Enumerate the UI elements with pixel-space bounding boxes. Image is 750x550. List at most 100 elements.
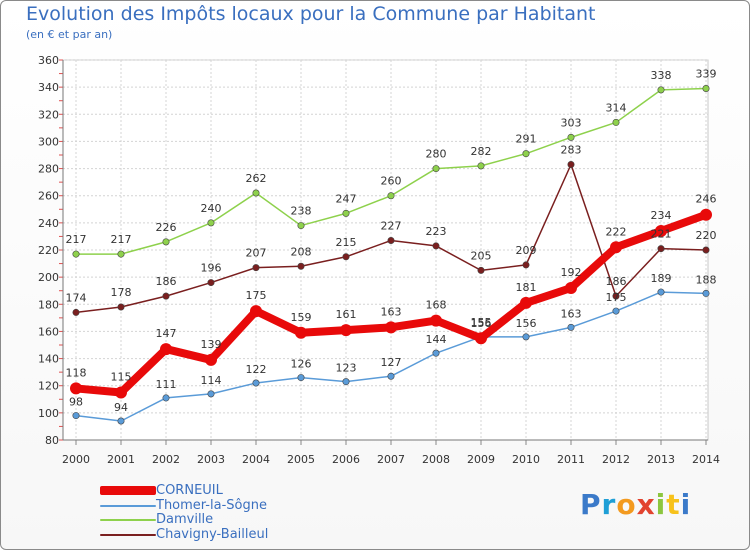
data-point-chavigny-bailleul (297, 262, 305, 270)
data-label-corneuil: 181 (516, 281, 537, 294)
data-label-thomer-la-sogne: 189 (651, 272, 672, 285)
data-point-thomer-la-sogne (342, 378, 350, 386)
logo-letter: r (601, 488, 617, 521)
data-point-damville (72, 250, 80, 258)
data-point-thomer-la-sogne (567, 323, 575, 331)
data-label-thomer-la-sogne: 123 (336, 362, 357, 375)
data-point-damville (387, 192, 395, 200)
data-point-chavigny-bailleul (162, 292, 170, 300)
data-label-chavigny-bailleul: 221 (651, 228, 672, 241)
chart-title: Evolution des Impôts locaux pour la Comm… (26, 3, 596, 25)
y-tick-label: 80 (45, 434, 59, 447)
data-point-thomer-la-sogne (657, 288, 665, 296)
data-point-thomer-la-sogne (297, 374, 305, 382)
data-point-chavigny-bailleul (207, 279, 215, 287)
data-point-damville (117, 250, 125, 258)
data-point-thomer-la-sogne (162, 394, 170, 402)
legend-swatch-chavigny-bailleul (100, 533, 156, 536)
y-tick-label: 360 (38, 54, 59, 67)
data-label-damville: 260 (381, 175, 402, 188)
data-point-thomer-la-sogne (387, 372, 395, 380)
y-tick-label: 260 (38, 190, 59, 203)
data-label-chavigny-bailleul: 207 (246, 247, 267, 260)
data-label-damville: 247 (336, 192, 357, 205)
data-point-damville (252, 189, 260, 197)
legend-label-chavigny-bailleul: Chavigny-Bailleul (156, 526, 269, 542)
data-point-damville (567, 133, 575, 141)
data-point-chavigny-bailleul (432, 242, 440, 250)
y-tick-label: 160 (38, 325, 59, 338)
data-label-thomer-la-sogne: 144 (426, 333, 447, 346)
data-label-corneuil: 168 (426, 299, 447, 312)
data-label-chavigny-bailleul: 205 (471, 249, 492, 262)
data-label-chavigny-bailleul: 186 (156, 275, 177, 288)
data-label-damville: 282 (471, 145, 492, 158)
data-point-corneuil (250, 305, 262, 318)
legend-item-thomer-la-sogne: Thomer-la-Sôgne (100, 497, 360, 514)
x-tick-label: 2009 (467, 453, 495, 466)
chart-legend: CORNEUIL Thomer-la-Sôgne Damville Chavig… (100, 483, 360, 542)
y-tick-label: 240 (38, 217, 59, 230)
data-point-chavigny-bailleul (252, 264, 260, 272)
data-label-damville: 338 (651, 69, 672, 82)
data-point-thomer-la-sogne (612, 307, 620, 315)
data-label-corneuil: 161 (336, 308, 357, 321)
y-tick-label: 280 (38, 163, 59, 176)
legend-label-thomer-la-sogne: Thomer-la-Sôgne (156, 497, 267, 513)
data-label-chavigny-bailleul: 208 (291, 245, 312, 258)
y-tick-label: 140 (38, 353, 59, 366)
data-label-chavigny-bailleul: 220 (696, 229, 717, 242)
data-point-damville (657, 86, 665, 94)
legend-swatch-corneuil (100, 486, 156, 495)
data-label-chavigny-bailleul: 196 (201, 262, 222, 275)
data-label-damville: 262 (246, 172, 267, 185)
data-point-damville (477, 162, 485, 170)
data-label-chavigny-bailleul: 186 (606, 275, 627, 288)
logo-letter: x (636, 488, 656, 521)
data-label-thomer-la-sogne: 163 (561, 307, 582, 320)
data-label-damville: 314 (606, 101, 627, 114)
legend-label-damville: Damville (156, 512, 214, 527)
data-point-corneuil (565, 282, 577, 294)
data-point-damville (207, 219, 215, 227)
data-label-damville: 217 (111, 233, 132, 246)
data-point-damville (612, 118, 620, 126)
data-point-corneuil (70, 382, 82, 395)
x-tick-label: 2010 (512, 453, 540, 466)
data-point-corneuil (700, 208, 712, 221)
data-label-corneuil: 155 (471, 316, 492, 329)
data-point-chavigny-bailleul (612, 292, 620, 300)
data-label-thomer-la-sogne: 122 (246, 363, 267, 376)
data-point-chavigny-bailleul (387, 237, 395, 245)
logo-letter: i (655, 488, 667, 521)
data-label-chavigny-bailleul: 174 (66, 291, 87, 304)
y-tick-label: 220 (38, 244, 59, 257)
x-tick-label: 2000 (62, 453, 90, 466)
x-tick-label: 2007 (377, 453, 405, 466)
data-label-chavigny-bailleul: 215 (336, 236, 357, 249)
data-label-corneuil: 118 (66, 366, 87, 379)
data-point-chavigny-bailleul (342, 253, 350, 261)
x-tick-label: 2008 (422, 453, 450, 466)
y-tick-label: 300 (38, 135, 59, 148)
data-label-corneuil: 159 (291, 311, 312, 324)
data-point-chavigny-bailleul (567, 161, 575, 169)
data-point-corneuil (475, 332, 487, 345)
x-tick-label: 2013 (647, 453, 675, 466)
data-label-corneuil: 222 (606, 225, 627, 238)
data-label-thomer-la-sogne: 98 (69, 396, 83, 409)
legend-swatch-damville (100, 519, 156, 521)
legend-item-corneuil: CORNEUIL (100, 483, 360, 499)
y-tick-label: 320 (38, 108, 59, 121)
data-label-chavigny-bailleul: 223 (426, 225, 447, 238)
y-tick-label: 200 (38, 271, 59, 284)
data-point-corneuil (115, 386, 127, 399)
data-point-damville (702, 85, 710, 93)
data-point-damville (297, 222, 305, 230)
data-label-damville: 240 (201, 202, 222, 215)
data-label-corneuil: 163 (381, 305, 402, 318)
data-label-thomer-la-sogne: 114 (201, 374, 222, 387)
data-point-thomer-la-sogne (252, 379, 260, 387)
x-tick-label: 2004 (242, 453, 270, 466)
data-label-corneuil: 115 (111, 371, 132, 384)
